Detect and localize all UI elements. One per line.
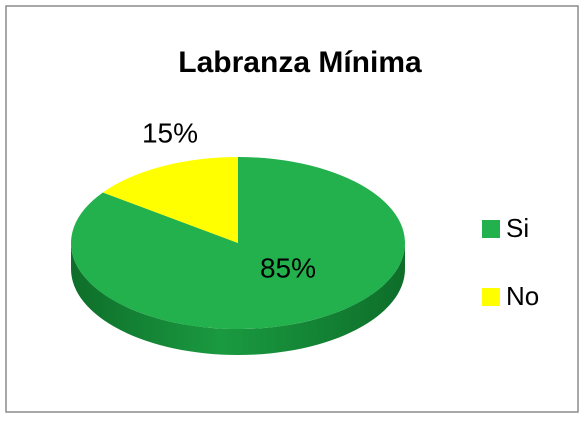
pie-slice: [71, 157, 405, 329]
pie-side: [71, 243, 405, 355]
legend-swatch: [482, 288, 500, 306]
data-label: 85%: [260, 252, 316, 283]
legend-label: No: [506, 281, 539, 311]
data-label: 15%: [142, 117, 198, 148]
legend-swatch: [482, 220, 500, 238]
chart-title: Labranza Mínima: [178, 46, 422, 79]
legend-label: Si: [506, 213, 529, 243]
pie-slice: [102, 157, 238, 243]
